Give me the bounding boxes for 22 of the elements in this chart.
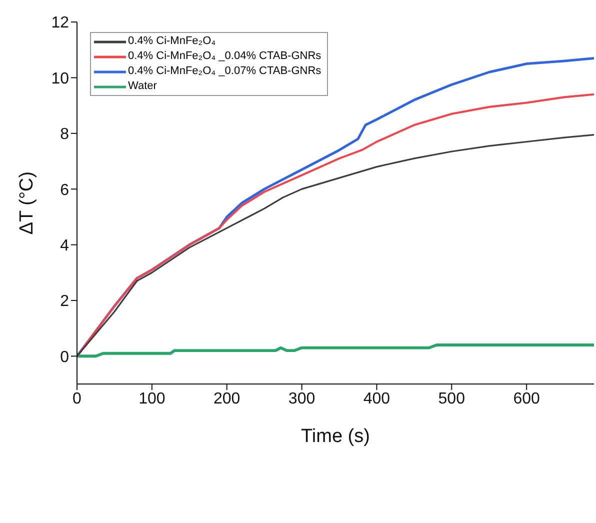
x-axis-title: Time (s) (301, 426, 370, 447)
y-tick-label: 4 (60, 237, 70, 254)
y-tick-label: 8 (60, 126, 70, 144)
y-tick-label: 2 (60, 293, 70, 310)
line-series (77, 134, 594, 357)
y-tick-label: 10 (51, 70, 70, 88)
y-tick-label: 12 (51, 14, 70, 32)
x-tick-label: 400 (363, 390, 390, 408)
legend-label: 0.4% Ci-MnFe₂O₄ _0.07% CTAB-GNRs (128, 65, 322, 77)
x-tick-label: 500 (438, 390, 466, 408)
x-tick-label: 600 (513, 390, 540, 408)
x-tick-label: 300 (288, 390, 316, 408)
x-tick-label: 100 (138, 390, 166, 408)
y-tick-label: 0 (60, 348, 70, 366)
y-axis-title: ΔT (°C) (16, 171, 38, 235)
y-tick-label: 6 (60, 182, 70, 199)
x-tick-label: 200 (214, 390, 240, 408)
x-tick-label: 0 (72, 390, 82, 408)
line-series (77, 344, 594, 358)
legend-label: 0.4% Ci-MnFe₂O₄ (128, 35, 216, 47)
legend-label: 0.4% Ci-MnFe₂O₄ _0.04% CTAB-GNRs (128, 50, 322, 62)
legend-label: Water (128, 80, 157, 92)
